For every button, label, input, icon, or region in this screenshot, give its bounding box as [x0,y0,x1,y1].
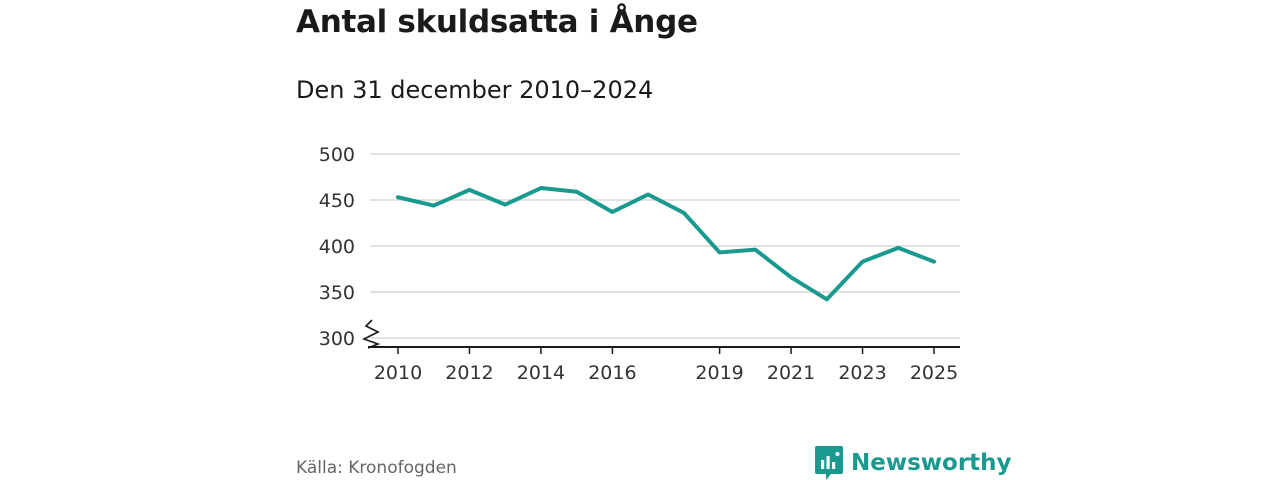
data-point [575,190,579,194]
y-axis-break-icon [361,319,381,349]
data-point [646,192,650,196]
data-point [432,204,436,208]
data-point [896,246,900,250]
brand-logo: Newsworthy [815,446,1012,480]
data-point [789,275,793,279]
data-point [610,210,614,214]
data-point [467,188,471,192]
y-tick-label: 400 [319,236,355,258]
chart-subtitle: Den 31 december 2010–2024 [296,76,654,104]
data-point [825,297,829,301]
data-point [396,195,400,199]
y-tick-label: 350 [319,282,355,304]
data-point [861,260,865,264]
x-tick-label: 2014 [517,362,565,384]
series-layer [396,186,936,302]
x-tick-label: 2016 [588,362,636,384]
data-point [539,186,543,190]
x-tick-label: 2025 [910,362,958,384]
line-chart: 300 350 400 450 500 2010 2012 2014 2016 2019 2021… [319,144,960,384]
data-point [682,211,686,215]
data-point [503,203,507,207]
data-point [932,260,936,264]
y-tick-label: 300 [319,328,355,350]
y-tick-label: 450 [319,190,355,212]
x-axis-ticks: 2010 2012 2014 2016 2019 2021 2023 2025 [374,347,958,384]
newsworthy-logo-icon [815,446,843,480]
data-point [718,250,722,254]
x-tick-label: 2021 [767,362,815,384]
x-tick-label: 2019 [695,362,743,384]
brand-name: Newsworthy [851,450,1012,476]
x-tick-label: 2010 [374,362,422,384]
x-tick-label: 2012 [445,362,493,384]
y-axis-ticks: 300 350 400 450 500 [319,144,355,350]
chart-title: Antal skuldsatta i Ånge [296,4,698,40]
y-tick-label: 500 [319,144,355,166]
source-note: Källa: Kronofogden [296,458,457,478]
x-axis [361,319,960,349]
series-line-0 [396,186,936,302]
x-tick-label: 2023 [838,362,886,384]
gridlines [370,153,960,339]
data-point [753,248,757,252]
